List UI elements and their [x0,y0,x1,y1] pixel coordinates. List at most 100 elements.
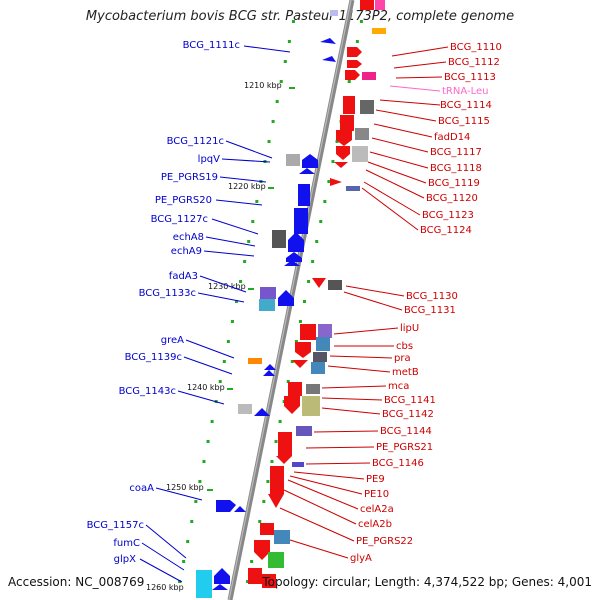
gene-label[interactable]: BCG_1144 [380,426,432,437]
gene-feature[interactable] [318,324,332,338]
gene-label[interactable]: metB [392,367,419,378]
gene-feature[interactable] [270,466,284,494]
gene-label[interactable]: glyA [350,553,372,564]
gene-feature[interactable] [347,60,362,68]
gene-feature[interactable] [347,47,362,57]
gene-label[interactable]: lipU [400,323,419,334]
gene-label[interactable]: BCG_1123 [422,210,474,221]
gene-feature[interactable] [360,0,374,10]
gene-feature[interactable] [298,184,310,206]
gene-feature[interactable] [284,396,300,414]
gene-feature[interactable] [340,115,354,131]
gene-feature[interactable] [375,0,385,10]
gene-feature[interactable] [259,299,275,311]
gene-label[interactable]: BCG_1143c [119,386,176,397]
gene-feature[interactable] [322,56,336,62]
gene-label[interactable]: fadD14 [434,132,470,143]
gene-feature[interactable] [292,462,304,467]
gene-feature[interactable] [278,290,294,306]
gene-feature[interactable] [262,574,276,588]
gene-label[interactable]: BCG_1117 [430,147,482,158]
gene-label[interactable]: BCG_1157c [87,520,144,531]
gene-feature[interactable] [330,10,338,16]
gene-label[interactable]: BCG_1112 [448,57,500,68]
gene-feature[interactable] [355,128,369,140]
gene-feature[interactable] [272,230,286,248]
gene-feature[interactable] [320,38,336,44]
gene-feature[interactable] [248,358,262,364]
gene-feature[interactable] [352,146,368,162]
gene-feature[interactable] [360,100,374,114]
gene-label[interactable]: BCG_1110 [450,42,502,53]
gene-feature[interactable] [330,178,342,186]
gene-label[interactable]: PE9 [366,474,385,485]
gene-label[interactable]: BCG_1118 [430,163,482,174]
gene-label[interactable]: echA9 [171,246,202,257]
gene-label[interactable]: fumC [113,538,140,549]
gene-label[interactable]: BCG_1115 [438,116,490,127]
gene-feature[interactable] [299,168,315,174]
gene-feature[interactable] [295,342,311,358]
gene-label[interactable]: greA [161,335,184,346]
gene-feature[interactable] [248,568,262,584]
gene-feature[interactable] [260,523,274,535]
gene-label[interactable]: echA8 [173,232,204,243]
gene-label[interactable]: BCG_1113 [444,72,496,83]
gene-label[interactable]: PE_PGRS21 [376,442,433,453]
gene-label[interactable]: cbs [396,341,413,352]
gene-label[interactable]: BCG_1139c [125,352,182,363]
gene-feature[interactable] [300,324,316,340]
gene-label[interactable]: pra [394,353,411,364]
gene-label[interactable]: glpX [114,554,136,565]
gene-label[interactable]: mca [388,381,409,392]
gene-label[interactable]: BCG_1127c [151,214,208,225]
gene-label[interactable]: BCG_1131 [404,305,456,316]
gene-feature[interactable] [336,146,350,160]
gene-feature[interactable] [276,456,292,464]
gene-label[interactable]: BCG_1119 [428,178,480,189]
gene-feature[interactable] [274,530,290,544]
gene-feature[interactable] [286,252,302,262]
gene-feature[interactable] [278,432,292,456]
gene-feature[interactable] [234,506,246,512]
gene-feature[interactable] [311,362,325,374]
gene-feature[interactable] [264,364,276,370]
gene-label[interactable]: BCG_1111c [183,40,240,51]
gene-label[interactable]: BCG_1130 [406,291,458,302]
gene-feature[interactable] [212,584,228,590]
gene-feature[interactable] [268,494,284,508]
gene-label[interactable]: BCG_1133c [139,288,196,299]
gene-feature[interactable] [346,186,360,191]
gene-feature[interactable] [313,352,327,362]
gene-label[interactable]: BCG_1141 [384,395,436,406]
gene-label[interactable]: celA2a [360,504,394,515]
gene-label[interactable]: PE_PGRS20 [155,195,212,206]
gene-feature[interactable] [306,384,320,394]
gene-feature[interactable] [296,426,312,436]
gene-feature[interactable] [334,162,348,168]
gene-feature[interactable] [288,232,304,252]
gene-label[interactable]: coaA [129,483,154,494]
gene-feature[interactable] [254,408,270,416]
gene-feature[interactable] [238,404,252,414]
gene-feature[interactable] [196,570,212,598]
gene-feature[interactable] [294,208,308,234]
gene-label[interactable]: PE_PGRS19 [161,172,218,183]
gene-feature[interactable] [254,540,270,560]
gene-label[interactable]: BCG_1114 [440,100,492,111]
gene-feature[interactable] [336,130,352,146]
gene-feature[interactable] [302,396,320,416]
gene-label[interactable]: celA2b [358,519,392,530]
gene-feature[interactable] [214,568,230,584]
gene-label[interactable]: BCG_1120 [426,193,478,204]
gene-feature[interactable] [286,154,300,166]
gene-feature[interactable] [216,500,236,512]
gene-label[interactable]: BCG_1142 [382,409,434,420]
gene-feature[interactable] [362,72,376,80]
gene-label[interactable]: PE_PGRS22 [356,536,413,547]
gene-feature[interactable] [345,70,360,80]
gene-feature[interactable] [268,552,284,568]
gene-feature[interactable] [263,370,275,376]
gene-label[interactable]: fadA3 [169,271,198,282]
gene-label[interactable]: PE10 [364,489,389,500]
